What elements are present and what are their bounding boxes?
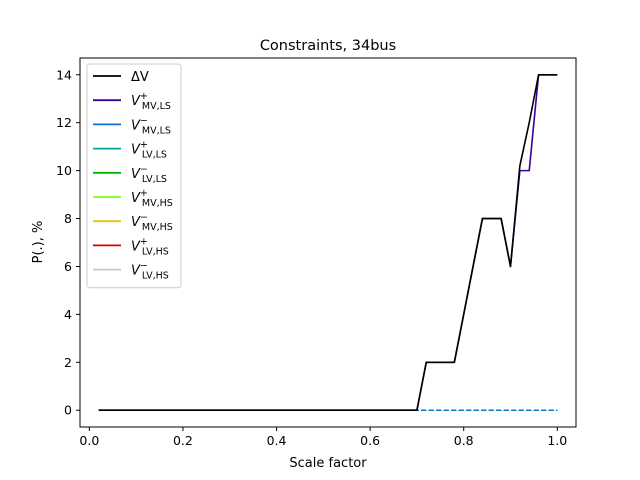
y-tick-label: 14 (56, 67, 72, 82)
y-axis: 0 2 4 6 8 10 12 14 (56, 67, 80, 418)
legend-box (86, 63, 182, 289)
series-layer (98, 73, 558, 412)
y-tick-label: 12 (56, 115, 72, 130)
legend: ΔV V+ MV,LS V− MV,LS V+ LV,LS V− LV,LS V+ MV,HS V− M… (86, 63, 182, 289)
x-tick-label: 0.0 (79, 433, 99, 448)
legend-label-mvm_hs: V− MV,HS (131, 212, 173, 233)
x-tick-label: 0.6 (360, 433, 380, 448)
y-tick-label: 6 (64, 259, 72, 274)
x-tick-label: 1.0 (547, 433, 567, 448)
legend-label-dv: ΔV (131, 70, 149, 85)
y-tick-label: 0 (64, 403, 72, 418)
chart-title: Constraints, 34bus (260, 38, 396, 54)
series-line-dv (98, 73, 558, 412)
legend-label-mvm_ls: V− MV,LS (131, 115, 171, 136)
legend-label-mvp_ls: V+ MV,LS (131, 91, 171, 112)
y-axis-label: P(.), % (31, 221, 46, 264)
legend-label-lvp_ls: V+ LV,LS (131, 140, 167, 161)
legend-label-lvm_hs: V− LV,HS (131, 261, 169, 282)
y-tick-label: 8 (64, 211, 72, 226)
x-tick-label: 0.4 (267, 433, 287, 448)
y-tick-label: 10 (56, 163, 72, 178)
axes-border (79, 57, 577, 428)
legend-label-lvp_hs: V+ LV,HS (131, 236, 169, 257)
x-tick-label: 0.2 (173, 433, 193, 448)
y-tick-label: 2 (64, 355, 72, 370)
legend-label-lvm_ls: V− LV,LS (131, 164, 167, 185)
legend-label-mvp_hs: V+ MV,HS (131, 188, 173, 209)
x-tick-label: 0.8 (454, 433, 474, 448)
x-axis-label: Scale factor (289, 456, 367, 471)
x-axis: 0.0 0.2 0.4 0.6 0.8 1.0 (79, 427, 567, 448)
y-tick-label: 4 (64, 307, 72, 322)
